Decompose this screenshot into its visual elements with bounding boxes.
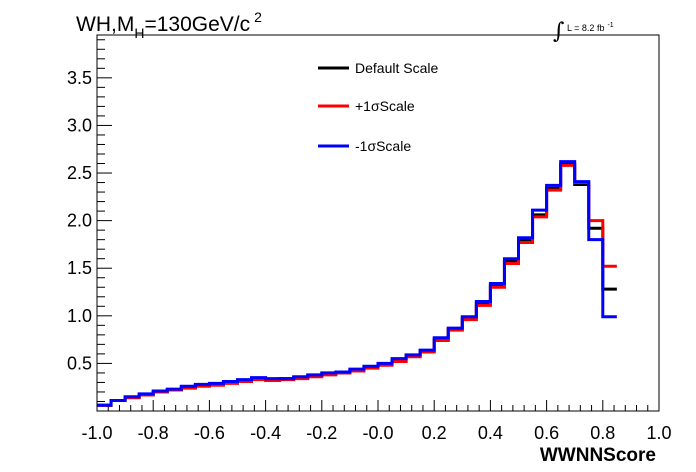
- series-line-3: [97, 160, 617, 407]
- luminosity-text: L = 8.2 fb: [567, 23, 604, 33]
- legend-label: +1σScale: [355, 98, 415, 114]
- legend: Default Scale +1σScale -1σScale: [318, 60, 438, 154]
- title-superscript: 2: [254, 9, 262, 25]
- title-prefix: WH,M: [76, 13, 134, 36]
- x-tick-label: -1.0: [81, 423, 112, 443]
- y-tick-label: 0.5: [67, 353, 92, 373]
- integral-sign: ∫: [553, 19, 565, 44]
- axes: -1.0 -0.8 -0.6 -0.4 -0.2 -0.0 0.2 0.4 0.6 0.8 1.0 0…: [67, 39, 672, 443]
- y-tick-label: 1.0: [67, 306, 92, 326]
- x-tick-label: 0.4: [478, 423, 503, 443]
- luminosity-superscript: -1: [607, 22, 613, 29]
- x-tick-label: 0.8: [590, 423, 615, 443]
- title-main: =130GeV/c: [144, 13, 250, 36]
- x-axis-label: WWNNScore: [540, 445, 656, 466]
- y-tick-label: 2.0: [67, 211, 92, 231]
- x-tick-label: 1.0: [646, 423, 671, 443]
- luminosity-label: L = 8.2 fb -1: [567, 22, 614, 33]
- y-tick-label: 3.5: [67, 68, 92, 88]
- chart-title: WH,MH=130GeV/c 2: [76, 9, 262, 41]
- y-tick-label: 3.0: [67, 115, 92, 135]
- x-tick-label: -0.6: [194, 423, 225, 443]
- y-tick-label: 1.5: [67, 258, 92, 278]
- legend-label: -1σScale: [355, 138, 411, 154]
- histogram-series: [97, 160, 617, 407]
- x-tick-label: -0.8: [138, 423, 169, 443]
- plot-frame: [96, 34, 660, 412]
- title-subscript: H: [134, 25, 144, 41]
- series-line-2: [97, 163, 617, 407]
- x-tick-label: 0.2: [422, 423, 447, 443]
- x-tick-label: 0.6: [534, 423, 559, 443]
- x-tick-label: -0.4: [250, 423, 281, 443]
- legend-label: Default Scale: [355, 60, 438, 76]
- x-tick-label: -0.0: [362, 423, 393, 443]
- y-tick-label: 2.5: [67, 163, 92, 183]
- x-tick-label: -0.2: [306, 423, 337, 443]
